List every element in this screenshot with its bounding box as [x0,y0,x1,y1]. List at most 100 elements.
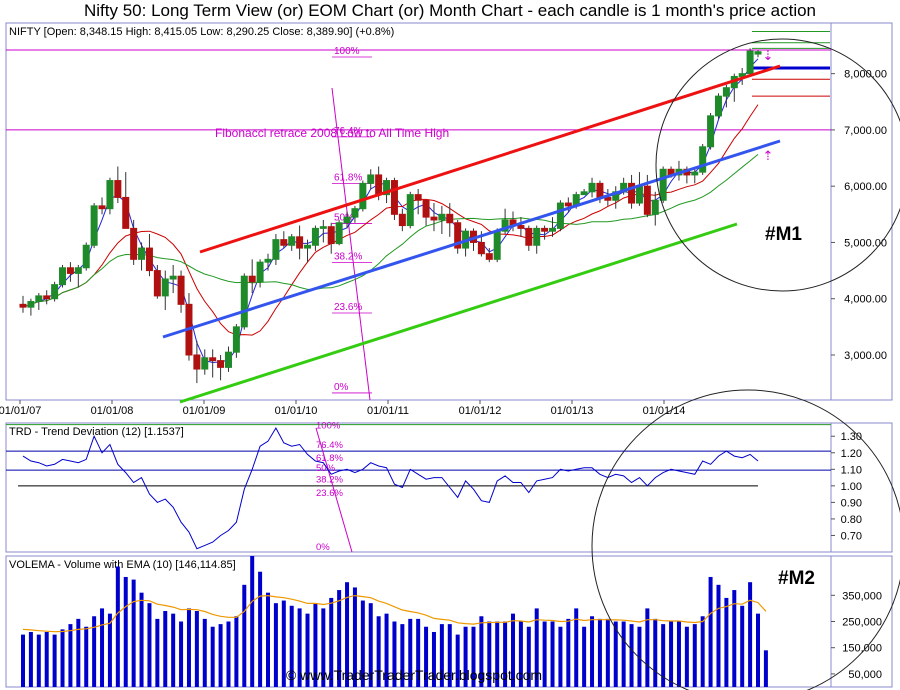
volume-bar [526,626,531,687]
volume-bar [84,626,89,687]
fib-level-label: 23.6% [334,302,362,313]
y-tick-label: 3,000.00 [844,350,887,362]
volume-bar [392,621,397,687]
chart-title: Nifty 50: Long Term View (or) EOM Chart … [83,1,817,20]
candle-body [651,199,659,215]
candle-body [335,222,343,245]
candle-body [177,275,185,305]
candle-body [319,226,327,229]
volume-bar [684,626,689,687]
volume-bar [724,597,729,687]
volume-bar [21,634,25,687]
candle-body [628,182,636,204]
volume-bar [100,608,105,687]
candle-body [304,244,312,249]
trd-fib-label: 23.6% [316,488,343,499]
fib-level-label: 76.4% [334,126,362,137]
candle-body [217,360,225,368]
volume-bar [582,626,587,687]
y-tick-label: 5,000.00 [844,237,887,249]
candle-body [659,168,667,201]
volume-bar [210,626,215,687]
candle-body [138,247,146,260]
x-tick-label: 01/01/10 [275,405,318,417]
candle-body [556,202,564,229]
candle-body [288,236,296,246]
candle-body [161,278,169,297]
trd-fib-label: 38.2% [316,475,343,486]
candle-body [90,205,98,246]
volume-bar [534,608,539,687]
volume-bar [542,621,547,687]
volume-bar [471,626,476,687]
volume-bar [289,605,294,687]
candle-body [280,239,288,246]
volume-bar [360,600,365,687]
y-tick-label: 150,000 [842,643,882,655]
volume-bar [250,556,255,687]
x-tick-label: 01/01/08 [91,405,134,417]
volume-bar [447,624,452,687]
y-tick-label: 1.10 [841,464,862,476]
m1-annotation: #M1 [765,224,802,245]
volume-bar [321,608,326,687]
candle-body [209,357,217,362]
volume-bar [36,634,41,687]
volume-bar [92,616,97,687]
middle-trend-line [162,139,781,339]
volume-bar [597,618,602,687]
candle-body [43,295,51,300]
candle-body [35,295,43,303]
candle-body [722,87,730,97]
candle-body [272,239,280,260]
volume-bar [186,608,191,687]
candle-body [232,326,240,353]
volume-bar [266,592,270,687]
y-tick-label: 8,000.00 [844,69,887,81]
candle-body [517,225,525,229]
volume-bar [566,618,571,687]
volume-bar [613,621,618,687]
price-panel-frame-axis [830,22,893,401]
candle-body [699,146,707,173]
volume-bar [305,613,310,687]
y-tick-label: 0.80 [841,514,862,526]
candle-body [98,205,106,210]
candle-body [383,180,391,196]
volume-bar [226,621,231,687]
volume-bar [202,618,207,687]
candle-body [74,267,82,274]
trd-fib-label: 0% [316,542,330,553]
volume-bar [139,592,144,687]
candle-body [256,261,264,283]
candle-body [351,208,359,218]
volume-bar [408,618,413,687]
volume-bar [123,576,128,687]
volume-bar [218,624,223,687]
candle-body [738,73,746,77]
y-tick-label: 6,000.00 [844,181,887,193]
volume-bar [669,621,674,687]
volume-bar [487,621,492,687]
candle-body [82,244,90,269]
candle-body [454,222,462,249]
fib-title: Fibonacci retrace 2008 Low to All Time H… [215,126,449,140]
volume-bar [479,616,484,687]
trd-fib-diagonal [315,427,353,553]
trd-fib-label: 50% [316,463,336,474]
volume-bar [258,571,263,687]
volume-bar [511,613,515,687]
volume-bar [431,631,436,687]
trd-fib-label: 61.8% [316,453,343,464]
x-tick-label: 01/01/12 [459,405,502,417]
volume-bar [621,621,626,687]
x-tick-label: 01/01/11 [367,405,409,417]
y-tick-label: 350,000 [842,590,882,602]
x-tick-label: 01/01/09 [183,405,226,417]
candle-body [224,351,232,368]
volume-bar [590,616,595,687]
volume-bar [163,611,168,687]
candle-body [746,50,754,75]
candle-body [604,196,612,201]
x-tick-label: 01/01/07 [0,405,41,417]
